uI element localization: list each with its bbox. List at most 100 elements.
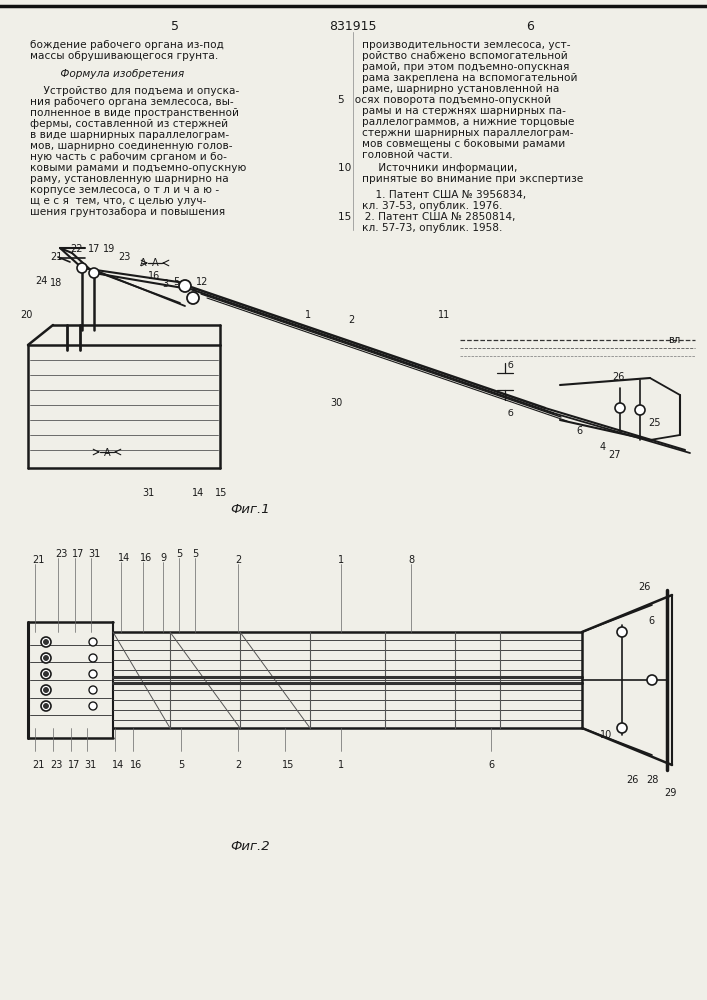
Text: 10        Источники информации,: 10 Источники информации,: [338, 163, 518, 173]
Circle shape: [41, 669, 51, 679]
Text: шения грунтозабора и повышения: шения грунтозабора и повышения: [30, 207, 225, 217]
Text: 8: 8: [408, 555, 414, 565]
Circle shape: [77, 263, 87, 273]
Circle shape: [44, 688, 49, 692]
Text: 16: 16: [130, 760, 142, 770]
Text: 30: 30: [330, 398, 342, 408]
Text: 11: 11: [438, 310, 450, 320]
Text: ковыми рамами и подъемно-опускную: ковыми рамами и подъемно-опускную: [30, 163, 246, 173]
Text: 26: 26: [612, 372, 624, 382]
Circle shape: [41, 701, 51, 711]
Text: 5: 5: [192, 549, 198, 559]
Text: б: б: [508, 409, 514, 418]
Text: 12: 12: [196, 277, 209, 287]
Text: 2: 2: [235, 555, 241, 565]
Circle shape: [41, 685, 51, 695]
Text: 16: 16: [148, 271, 160, 281]
Text: 2: 2: [348, 315, 354, 325]
Circle shape: [44, 656, 49, 660]
Text: 5: 5: [173, 277, 180, 287]
Text: 15    2. Патент США № 2850814,: 15 2. Патент США № 2850814,: [338, 212, 515, 222]
Text: 1: 1: [338, 555, 344, 565]
Text: вл: вл: [668, 335, 680, 345]
Text: б: б: [508, 361, 514, 370]
Text: 6: 6: [576, 426, 582, 436]
Text: 1. Патент США № 3956834,: 1. Патент США № 3956834,: [362, 190, 526, 200]
Text: 18: 18: [50, 278, 62, 288]
Text: 2: 2: [235, 760, 241, 770]
Text: 21: 21: [32, 555, 45, 565]
Text: 21: 21: [32, 760, 45, 770]
Text: рамой, при этом подъемно-опускная: рамой, при этом подъемно-опускная: [362, 62, 569, 72]
Circle shape: [187, 292, 199, 304]
Text: раму, установленную шарнирно на: раму, установленную шарнирно на: [30, 174, 229, 184]
Text: корпусе землесоса, о т л и ч а ю -: корпусе землесоса, о т л и ч а ю -: [30, 185, 219, 195]
Text: 25: 25: [648, 418, 660, 428]
Text: 14: 14: [118, 553, 130, 563]
Circle shape: [41, 653, 51, 663]
Text: фермы, составленной из стержней: фермы, составленной из стержней: [30, 119, 228, 129]
Text: кл. 37-53, опублик. 1976.: кл. 37-53, опублик. 1976.: [362, 201, 503, 211]
Circle shape: [179, 280, 191, 292]
Circle shape: [647, 675, 657, 685]
Text: 3: 3: [162, 279, 168, 289]
Text: Фиг.1: Фиг.1: [230, 503, 270, 516]
Text: 6: 6: [526, 20, 534, 33]
Circle shape: [44, 640, 49, 645]
Text: рамы и на стержнях шарнирных па-: рамы и на стержнях шарнирных па-: [362, 106, 566, 116]
Text: мов совмещены с боковыми рамами: мов совмещены с боковыми рамами: [362, 139, 566, 149]
Circle shape: [615, 403, 625, 413]
Text: 22: 22: [70, 244, 83, 254]
Text: 14: 14: [112, 760, 124, 770]
Text: 26: 26: [626, 775, 638, 785]
Text: раме, шарнирно установленной на: раме, шарнирно установленной на: [362, 84, 559, 94]
Circle shape: [41, 637, 51, 647]
Circle shape: [617, 723, 627, 733]
Text: рама закреплена на вспомогательной: рама закреплена на вспомогательной: [362, 73, 578, 83]
Text: 15: 15: [215, 488, 228, 498]
Circle shape: [44, 704, 49, 708]
Text: 6: 6: [648, 616, 654, 626]
Circle shape: [89, 638, 97, 646]
Text: в виде шарнирных параллелограм-: в виде шарнирных параллелограм-: [30, 130, 229, 140]
Text: мов, шарнирно соединенную голов-: мов, шарнирно соединенную голов-: [30, 141, 233, 151]
Text: производительности землесоса, уст-: производительности землесоса, уст-: [362, 40, 571, 50]
Text: бождение рабочего органа из-под: бождение рабочего органа из-под: [30, 40, 223, 50]
Text: 31: 31: [88, 549, 100, 559]
Text: принятые во внимание при экспертизе: принятые во внимание при экспертизе: [362, 174, 583, 184]
Text: 5   осях поворота подъемно-опускной: 5 осях поворота подъемно-опускной: [338, 95, 551, 105]
Text: 6: 6: [488, 760, 494, 770]
Text: Формула изобретения: Формула изобретения: [30, 69, 185, 79]
Circle shape: [617, 627, 627, 637]
Text: кл. 57-73, опублик. 1958.: кл. 57-73, опублик. 1958.: [362, 223, 503, 233]
Text: 29: 29: [664, 788, 677, 798]
Text: ния рабочего органа землесоса, вы-: ния рабочего органа землесоса, вы-: [30, 97, 233, 107]
Text: 23: 23: [118, 252, 130, 262]
Text: 27: 27: [608, 450, 621, 460]
Text: 16: 16: [140, 553, 152, 563]
Text: 831915: 831915: [329, 20, 377, 33]
Text: полненное в виде пространственной: полненное в виде пространственной: [30, 108, 239, 118]
Text: A: A: [152, 258, 158, 268]
Circle shape: [635, 405, 645, 415]
Text: 17: 17: [68, 760, 81, 770]
Text: раллелограммов, а нижние торцовые: раллелограммов, а нижние торцовые: [362, 117, 574, 127]
Text: A: A: [140, 258, 146, 268]
Text: 20: 20: [20, 310, 33, 320]
Circle shape: [89, 686, 97, 694]
Text: 28: 28: [646, 775, 658, 785]
Text: стержни шарнирных параллелограм-: стержни шарнирных параллелограм-: [362, 128, 573, 138]
Text: массы обрушивающегося грунта.: массы обрушивающегося грунта.: [30, 51, 218, 61]
Text: 31: 31: [84, 760, 96, 770]
Text: 14: 14: [192, 488, 204, 498]
Text: 23: 23: [55, 549, 67, 559]
Circle shape: [89, 702, 97, 710]
Text: A: A: [104, 448, 110, 458]
Text: 5: 5: [171, 20, 179, 33]
Circle shape: [89, 268, 99, 278]
Text: 17: 17: [72, 549, 84, 559]
Text: 15: 15: [282, 760, 294, 770]
Text: 26: 26: [638, 582, 650, 592]
Text: 17: 17: [88, 244, 100, 254]
Circle shape: [44, 672, 49, 676]
